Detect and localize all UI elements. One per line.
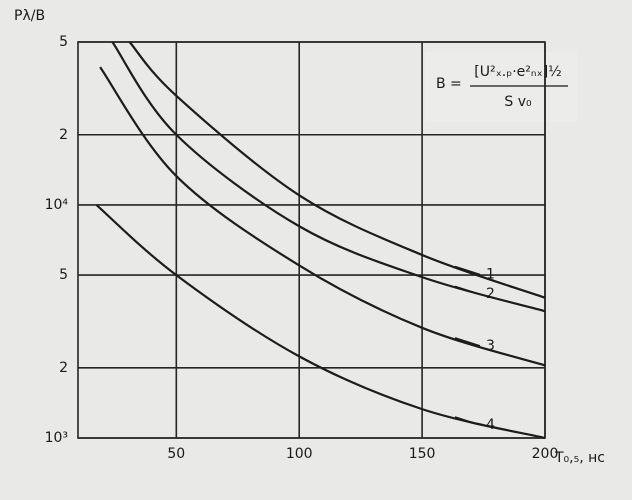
- y-tick-label: 5: [59, 34, 68, 50]
- x-tick-label: 100: [286, 446, 313, 462]
- x-axis-label: T₀,₅, нс: [554, 450, 605, 466]
- formula-box: [425, 52, 577, 122]
- label-leader: [454, 337, 481, 347]
- series-line: [111, 41, 546, 313]
- x-tick-label: 50: [167, 446, 185, 462]
- formula-denominator: S v₀: [504, 94, 532, 110]
- series-line: [128, 41, 546, 299]
- x-tick-label: 200: [532, 446, 559, 462]
- series-label: 1: [486, 266, 495, 282]
- series-label: 3: [486, 338, 495, 354]
- y-tick-label: 2: [59, 127, 68, 143]
- series-line: [99, 66, 546, 367]
- x-tick-label: 150: [409, 446, 436, 462]
- y-tick-label: 10⁴: [45, 197, 69, 213]
- label-leader: [454, 285, 481, 295]
- label-leader: [454, 265, 481, 276]
- label-leader: [454, 416, 481, 426]
- y-axis-label: Pλ/B: [14, 8, 45, 24]
- formula-lhs: B =: [436, 76, 462, 92]
- y-tick-label: 5: [59, 267, 68, 283]
- series-label: 2: [486, 286, 495, 302]
- y-tick-label: 2: [59, 360, 68, 376]
- formula-numerator: [U²ₓ.ₚ·e²ₙₓ]½: [474, 64, 561, 80]
- series-label: 4: [486, 417, 495, 433]
- series-line: [95, 204, 546, 440]
- y-tick-label: 10³: [45, 430, 68, 446]
